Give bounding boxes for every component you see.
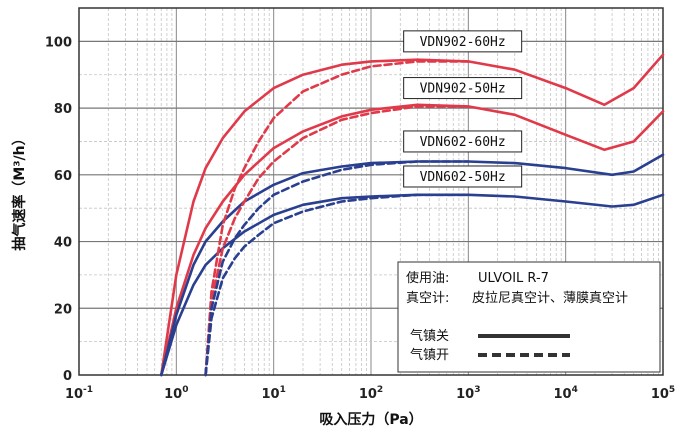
legend-gauge-label: 真空计: <box>406 291 449 306</box>
x-tick-label: 104 <box>553 385 577 402</box>
series-label-box: VDN602-60Hz <box>403 130 523 153</box>
x-tick-base: 10 <box>651 387 669 402</box>
legend-gas-ballast-off: 气镇关 <box>410 328 449 344</box>
legend-gauge-value: 皮拉尼真空计、薄膜真空计 <box>472 291 628 306</box>
series-label-frame <box>403 165 523 188</box>
series-line-vdn602-50hz-dashed <box>204 193 470 377</box>
series-labels: VDN902-60Hz VDN902-50Hz VDN602-60Hz VDN602-… <box>403 30 523 188</box>
x-tick-label: 103 <box>456 385 480 402</box>
y-axis-title: 抽气速率（M³/h） <box>11 131 28 250</box>
series-label-box: VDN602-50Hz <box>403 165 523 188</box>
series-label-box: VDN902-60Hz <box>403 30 523 53</box>
series-label-box: VDN902-50Hz <box>403 77 523 100</box>
x-axis-title: 吸入压力（Pa） <box>319 411 422 428</box>
x-tick-label: 105 <box>651 385 675 402</box>
x-tick-base: 10 <box>553 387 571 402</box>
x-tick-exponent: 4 <box>572 385 578 395</box>
series-label-text: VDN902-60Hz <box>420 35 506 50</box>
x-tick-exponent: 3 <box>474 385 480 395</box>
x-tick-label: 101 <box>261 385 285 402</box>
series-label-text: VDN602-50Hz <box>420 170 506 185</box>
x-tick-label: 102 <box>359 385 383 402</box>
x-tick-base: 10 <box>359 387 377 402</box>
y-tick-labels: 0 20 40 60 80 100 <box>45 35 72 384</box>
series-line-vdn602-60hz-solid <box>160 153 665 377</box>
legend-oil-label: 使用油: <box>406 270 449 286</box>
series-line-vdn902-60hz-dashed <box>204 60 470 377</box>
series-label-text: VDN902-50Hz <box>420 82 506 97</box>
x-tick-base: 10 <box>65 387 83 402</box>
legend-oil-value: ULVOIL R-7 <box>478 271 549 286</box>
series-line-vdn902-60hz-solid <box>160 53 665 377</box>
x-tick-labels: 10-1 100 101 102 103 104 105 <box>65 385 675 402</box>
series-line-vdn902-50hz-dashed <box>204 105 470 377</box>
legend: 使用油: ULVOIL R-7 真空计: 皮拉尼真空计、薄膜真空计 气镇关 气镇… <box>397 261 661 373</box>
series-label-frame <box>403 30 523 53</box>
series-label-frame <box>403 130 523 153</box>
x-tick-exponent: 1 <box>280 385 286 395</box>
legend-gas-ballast-on: 气镇开 <box>410 347 449 363</box>
x-tick-base: 10 <box>261 387 279 402</box>
series-line-vdn602-50hz-solid <box>160 193 665 377</box>
x-tick-exponent: 0 <box>182 385 188 395</box>
x-tick-base: 10 <box>164 387 182 402</box>
series-line-vdn602-60hz-dashed <box>204 160 470 377</box>
y-tick-label: 20 <box>54 302 72 317</box>
plot-frame <box>78 7 664 376</box>
series-layer <box>160 53 665 377</box>
x-tick-base: 10 <box>456 387 474 402</box>
series-label-frame <box>403 77 523 100</box>
y-tick-label: 100 <box>45 35 72 50</box>
series-label-text: VDN602-60Hz <box>420 135 506 150</box>
x-tick-exponent: 5 <box>669 385 675 395</box>
y-tick-label: 80 <box>54 102 72 117</box>
series-line-vdn902-50hz-solid <box>160 103 665 377</box>
y-tick-label: 60 <box>54 169 72 184</box>
x-tick-exponent: -1 <box>83 385 93 395</box>
x-tick-exponent: 2 <box>377 385 383 395</box>
y-tick-label: 40 <box>54 236 72 251</box>
x-tick-label: 100 <box>164 385 188 402</box>
y-tick-label: 0 <box>63 369 72 384</box>
x-tick-label: 10-1 <box>65 385 93 402</box>
